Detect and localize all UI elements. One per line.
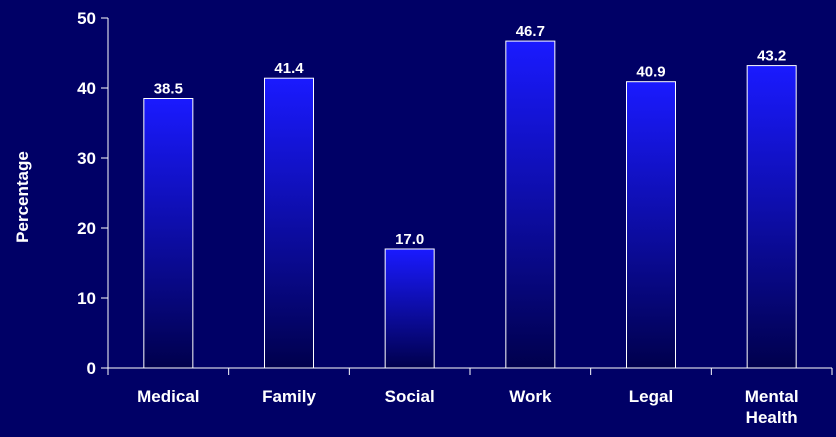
x-tick-label: Medical <box>137 387 199 406</box>
x-tick-label: Social <box>385 387 435 406</box>
bar-value-label: 40.9 <box>636 64 665 81</box>
x-tick-label: Mental Health <box>745 387 799 427</box>
axes: 0 10 20 30 40 50 <box>77 9 833 378</box>
y-axis-label: Percentage <box>13 151 32 243</box>
y-tick-label: 20 <box>77 219 96 238</box>
x-tick-label: Work <box>509 387 552 406</box>
bars <box>143 40 797 369</box>
y-tick-label: 50 <box>77 9 96 28</box>
bar-value-label: 38.5 <box>154 81 183 98</box>
x-tick-label: Legal <box>629 387 673 406</box>
bar-value-label: 46.7 <box>516 23 545 40</box>
bar <box>384 248 435 369</box>
bar-value-label: 41.4 <box>274 60 304 77</box>
bar-value-label: 43.2 <box>757 48 786 65</box>
bar <box>264 77 314 369</box>
bar <box>626 81 676 369</box>
labels: 38.5 Medical 41.4 Family 17.0 Social 46.7 Work 4… <box>137 23 798 427</box>
y-tick-label: 30 <box>77 149 96 168</box>
bar <box>505 40 556 369</box>
y-tick-label: 0 <box>87 359 96 378</box>
bar <box>143 98 194 369</box>
y-tick-label: 40 <box>77 79 96 98</box>
bar-value-label: 17.0 <box>395 231 424 248</box>
x-tick-label: Family <box>262 387 316 406</box>
bar <box>746 65 797 369</box>
y-tick-label: 10 <box>77 289 96 308</box>
